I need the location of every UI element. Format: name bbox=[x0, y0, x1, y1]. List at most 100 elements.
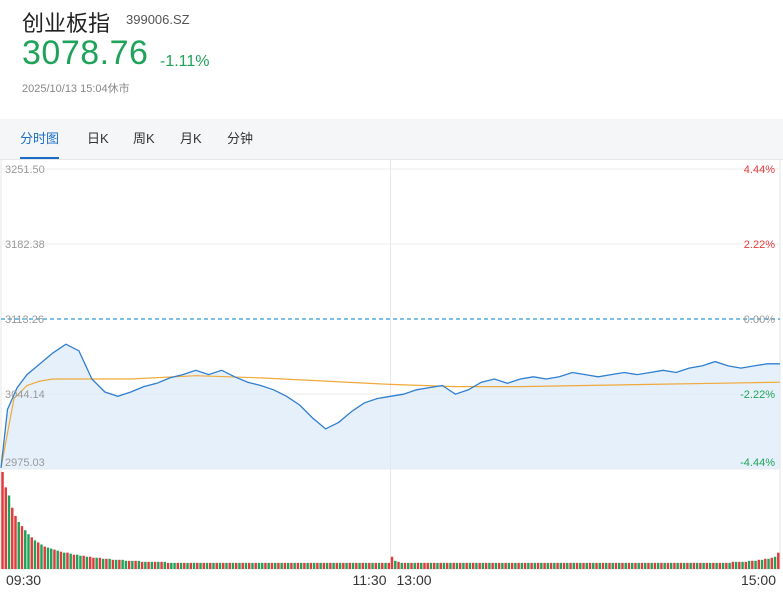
volume-bar bbox=[686, 562, 689, 569]
volume-bar bbox=[708, 562, 712, 569]
volume-bar bbox=[82, 555, 85, 569]
volume-bar bbox=[738, 561, 741, 569]
volume-bar bbox=[666, 562, 670, 569]
current-price: 3078.76 bbox=[22, 34, 149, 72]
volume-bar bbox=[228, 562, 231, 569]
volume-bar bbox=[540, 562, 543, 569]
price-axis-label: 3182.38 bbox=[5, 239, 45, 251]
intraday-chart[interactable]: 3251.50 3182.38 3113.26 3044.14 2975.03 4.44%… bbox=[0, 160, 783, 595]
volume-bar bbox=[731, 561, 735, 569]
tab-weekly-k[interactable]: 周K bbox=[133, 131, 155, 146]
volume-bar bbox=[267, 562, 270, 569]
volume-bar bbox=[442, 562, 446, 569]
volume-bar bbox=[209, 562, 212, 569]
volume-bar bbox=[368, 562, 371, 569]
volume-bar bbox=[695, 562, 699, 569]
volume-bar bbox=[108, 558, 111, 569]
volume-bar bbox=[66, 552, 69, 569]
volume-bar bbox=[131, 560, 134, 569]
time-axis-label: 15:00 bbox=[741, 572, 776, 588]
volume-bar bbox=[481, 562, 485, 569]
volume-bar bbox=[767, 558, 770, 569]
volume-bar bbox=[569, 562, 572, 569]
volume-bar bbox=[30, 537, 33, 569]
volume-bar bbox=[72, 554, 76, 569]
volume-bar bbox=[656, 562, 660, 569]
volume-bar bbox=[488, 562, 491, 569]
volume-bar bbox=[562, 562, 566, 569]
volume-bar bbox=[679, 562, 683, 569]
volume-bar bbox=[618, 562, 621, 569]
volume-bar bbox=[124, 560, 128, 569]
volume-bar bbox=[244, 562, 248, 569]
volume-bar bbox=[46, 547, 50, 569]
volume-bar bbox=[348, 562, 352, 569]
volume-bar bbox=[309, 562, 313, 569]
volume-bar bbox=[306, 562, 309, 569]
volume-bar bbox=[420, 562, 423, 569]
volume-bar bbox=[342, 562, 345, 569]
volume-bar bbox=[445, 562, 449, 569]
tab-monthly-k[interactable]: 月K bbox=[180, 131, 202, 146]
volume-bar bbox=[433, 562, 436, 569]
volume-bar bbox=[20, 526, 24, 569]
volume-bar bbox=[384, 562, 387, 569]
volume-bar bbox=[322, 562, 326, 569]
volume-bar bbox=[407, 562, 410, 569]
volume-bar bbox=[712, 562, 715, 569]
price-axis-label: 3251.50 bbox=[5, 164, 45, 176]
volume-bar bbox=[176, 562, 180, 569]
volume-bar bbox=[24, 530, 27, 569]
volume-bar bbox=[183, 562, 186, 569]
volume-bar bbox=[241, 562, 244, 569]
volume-bar bbox=[111, 559, 115, 569]
volume-bar bbox=[199, 562, 202, 569]
tab-daily-k[interactable]: 日K bbox=[87, 131, 109, 146]
volume-bar bbox=[371, 562, 374, 569]
volume-bar bbox=[689, 562, 692, 569]
volume-bar bbox=[660, 562, 663, 569]
volume-bar bbox=[621, 562, 624, 569]
volume-bar bbox=[222, 562, 225, 569]
volume-bar bbox=[751, 560, 754, 569]
volume-bar bbox=[157, 561, 160, 569]
percent-axis-label: 2.22% bbox=[744, 239, 775, 251]
volume-bar bbox=[423, 562, 426, 569]
volume-bar bbox=[394, 560, 397, 569]
tab-intraday[interactable]: 分时图 bbox=[20, 119, 60, 159]
volume-bar bbox=[734, 561, 738, 569]
volume-bar bbox=[202, 562, 205, 569]
volume-bar bbox=[728, 562, 731, 569]
volume-bar bbox=[364, 562, 368, 569]
volume-bar bbox=[92, 557, 95, 569]
volume-bar bbox=[501, 562, 504, 569]
volume-bar bbox=[605, 562, 608, 569]
tab-minute[interactable]: 分钟 bbox=[227, 131, 254, 146]
volume-bar bbox=[699, 562, 702, 569]
volume-bar bbox=[458, 562, 462, 569]
volume-bar bbox=[11, 507, 14, 569]
volume-bar bbox=[238, 562, 241, 569]
volume-bar bbox=[299, 562, 303, 569]
volume-bar bbox=[33, 540, 37, 569]
volume-bar bbox=[150, 561, 154, 569]
volume-bar bbox=[468, 562, 472, 569]
volume-bar bbox=[264, 562, 267, 569]
volume-bar bbox=[270, 562, 274, 569]
volume-bar bbox=[85, 556, 89, 569]
volume-bar bbox=[705, 562, 709, 569]
volume-bar bbox=[196, 562, 199, 569]
volume-bar bbox=[296, 562, 300, 569]
volume-bar bbox=[316, 562, 319, 569]
price-change-percent: -1.11% bbox=[160, 53, 210, 70]
volume-bar bbox=[163, 561, 167, 569]
volume-bar bbox=[640, 562, 644, 569]
volume-bar bbox=[527, 562, 530, 569]
volume-bar bbox=[682, 562, 686, 569]
volume-bar bbox=[452, 562, 455, 569]
volume-bar bbox=[517, 562, 520, 569]
time-axis-label: 11:30 bbox=[353, 572, 387, 588]
volume-bar bbox=[280, 562, 283, 569]
volume-bar bbox=[14, 515, 17, 569]
volume-bar bbox=[235, 562, 238, 569]
